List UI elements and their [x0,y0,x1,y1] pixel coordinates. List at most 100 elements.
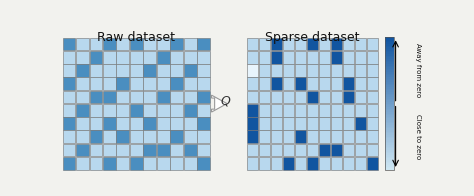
Bar [117,144,129,156]
Bar [170,38,183,50]
Bar [103,51,116,64]
Bar [144,104,156,117]
Bar [331,51,342,64]
Bar [144,117,156,130]
Bar [117,64,129,77]
Bar [283,117,294,130]
Bar [157,144,170,156]
Bar [130,144,143,156]
Bar [117,38,129,50]
Bar [331,117,342,130]
Bar [130,91,143,103]
Bar [295,38,306,50]
Bar [130,130,143,143]
Bar [367,104,378,117]
Bar [295,130,306,143]
Bar [367,157,378,170]
Bar [295,157,306,170]
Bar [385,97,394,99]
Bar [385,47,394,49]
Bar [117,77,129,90]
Bar [63,157,75,170]
Bar [367,91,378,103]
Bar [385,62,394,64]
Bar [184,91,197,103]
Bar [385,100,394,102]
Bar [295,117,306,130]
Bar [355,91,366,103]
Bar [343,77,354,90]
Bar [385,90,394,92]
Bar [184,77,197,90]
Bar [331,104,342,117]
Bar [307,77,319,90]
Bar [170,91,183,103]
Bar [103,104,116,117]
Bar [63,77,75,90]
Bar [385,157,394,159]
Bar [385,79,394,81]
Bar [319,77,330,90]
Bar [385,160,394,162]
Bar [385,41,394,43]
Bar [385,89,394,91]
Bar [283,91,294,103]
Bar [355,51,366,64]
Bar [117,157,129,170]
Bar [184,38,197,50]
Bar [170,104,183,117]
Bar [103,91,116,103]
Bar [157,117,170,130]
Bar [259,51,271,64]
Bar [259,157,271,170]
Bar [385,69,394,71]
Bar [283,157,294,170]
Bar [307,64,319,77]
Bar [63,130,75,143]
Bar [144,91,156,103]
Bar [90,77,102,90]
Bar [295,91,306,103]
Bar [144,38,156,50]
Bar [259,38,271,50]
Bar [157,104,170,117]
Bar [103,117,116,130]
Text: Q: Q [220,95,230,108]
Bar [76,77,89,90]
Bar [90,91,102,103]
Bar [385,142,394,144]
Bar [367,38,378,50]
Bar [117,117,129,130]
Bar [170,130,183,143]
Bar [385,143,394,145]
Bar [385,67,394,69]
Bar [90,144,102,156]
Bar [319,157,330,170]
Bar [90,38,102,50]
Bar [385,64,394,66]
Bar [355,104,366,117]
Bar [385,65,394,68]
Bar [385,37,394,39]
Bar [355,144,366,156]
Bar [343,157,354,170]
Bar [385,52,394,54]
Bar [197,64,210,77]
Bar [385,107,394,109]
Bar [307,130,319,143]
Bar [259,91,271,103]
Bar [259,144,271,156]
Bar [184,157,197,170]
Bar [385,163,394,165]
Bar [103,144,116,156]
Bar [271,38,283,50]
Bar [385,152,394,154]
Bar [367,77,378,90]
Bar [307,117,319,130]
Bar [90,157,102,170]
Bar [295,51,306,64]
Bar [271,51,283,64]
Text: Close to zero: Close to zero [415,114,421,159]
Bar [283,38,294,50]
Bar [63,51,75,64]
